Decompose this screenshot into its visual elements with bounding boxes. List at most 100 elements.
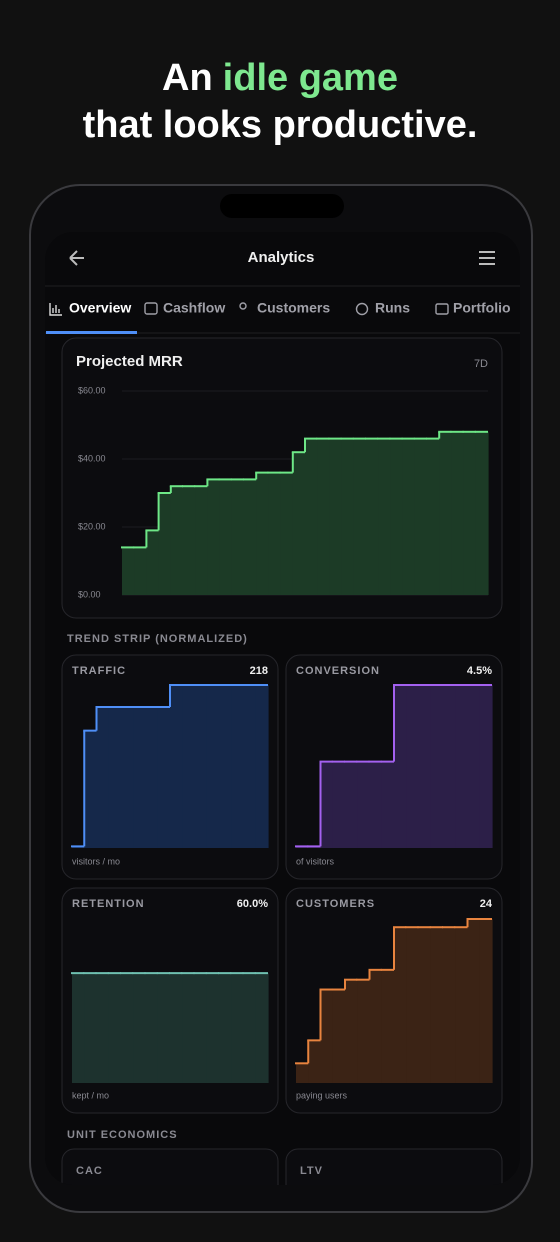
area-step: [182, 973, 196, 1083]
area-step: [341, 438, 355, 595]
area-step: [170, 685, 183, 848]
area-step: [145, 707, 159, 848]
area-step: [84, 730, 98, 848]
area-step: [443, 927, 456, 1083]
area-step: [369, 761, 383, 848]
area-step: [320, 761, 334, 848]
area-step: [467, 919, 481, 1083]
area-step: [231, 973, 245, 1083]
area-step: [219, 479, 233, 595]
card-title: TRAFFIC: [72, 665, 126, 677]
area-step: [414, 438, 428, 595]
area-step: [305, 438, 318, 595]
area-step: [430, 685, 444, 848]
area-step: [402, 438, 416, 595]
area-step: [455, 927, 469, 1083]
app-title: Analytics: [248, 249, 315, 266]
area-step: [219, 973, 232, 1083]
tab[interactable]: Customers: [257, 300, 330, 316]
area-step: [463, 431, 477, 595]
area-step: [406, 685, 420, 848]
area-step: [157, 973, 171, 1083]
area-step: [157, 707, 171, 848]
area-step: [194, 685, 208, 848]
area-step: [255, 973, 269, 1083]
section-label: TREND STRIP (NORMALIZED): [67, 633, 248, 645]
area-step: [479, 919, 493, 1083]
headline: An idle game: [162, 57, 398, 99]
area-step: [96, 707, 110, 848]
area-step: [145, 973, 159, 1083]
y-tick-label: $20.00: [78, 521, 106, 531]
metric-value: 60.0%: [237, 898, 268, 910]
area-step: [353, 438, 367, 595]
tab[interactable]: Runs: [375, 300, 410, 316]
area-step: [394, 685, 407, 848]
tab-icon: [435, 303, 449, 315]
metric-value: 24: [480, 898, 493, 910]
area-step: [183, 486, 196, 595]
area-step: [122, 547, 135, 595]
area-step: [134, 547, 147, 595]
area-step: [96, 973, 110, 1083]
area-step: [170, 486, 184, 595]
section-label: UNIT ECONOMICS: [67, 1129, 178, 1141]
area-step: [280, 472, 294, 595]
area-step: [381, 761, 395, 848]
area-step: [381, 969, 395, 1083]
area-step: [308, 1040, 322, 1083]
card-title: CONVERSION: [296, 665, 380, 677]
area-step: [231, 479, 245, 595]
area-step: [320, 989, 334, 1083]
card-caption: of visitors: [296, 856, 335, 866]
area-step: [475, 431, 489, 595]
area-step: [378, 438, 391, 595]
area-step: [182, 685, 196, 848]
headline-highlight: idle game: [223, 57, 398, 99]
area-step: [296, 1063, 309, 1083]
area-step: [206, 685, 220, 848]
tab[interactable]: Cashflow: [163, 300, 225, 316]
tab[interactable]: Overview: [69, 300, 131, 316]
area-step: [292, 452, 306, 595]
area-step: [439, 431, 452, 595]
tab[interactable]: Portfolio: [453, 300, 511, 316]
back-button[interactable]: [69, 250, 84, 266]
card: [285, 1148, 503, 1185]
card-caption: visitors / mo: [72, 856, 120, 866]
area-step: [369, 969, 383, 1083]
area-step: [451, 431, 465, 595]
area-step: [332, 989, 346, 1083]
area-step: [146, 530, 160, 595]
area-step: [121, 973, 134, 1083]
menu-button[interactable]: [479, 251, 495, 265]
area-step: [206, 973, 220, 1083]
tab-icon: [49, 303, 62, 316]
area-step: [329, 438, 343, 595]
headline-text: that looks productive.: [83, 104, 478, 146]
area-step: [357, 979, 371, 1083]
y-tick-label: $60.00: [78, 385, 106, 395]
area-step: [345, 761, 358, 848]
card-title: LTV: [300, 1165, 323, 1177]
area-step: [268, 472, 282, 595]
area-step: [108, 707, 122, 848]
range-label: 7D: [474, 358, 488, 370]
tab-icon: [144, 302, 158, 315]
area-step: [443, 685, 456, 848]
area-step: [357, 761, 371, 848]
card-title: CUSTOMERS: [296, 898, 375, 910]
area-step: [108, 973, 122, 1083]
area-step: [133, 973, 147, 1083]
area-step: [231, 685, 245, 848]
headline-text: An: [162, 57, 213, 99]
area-step: [345, 979, 358, 1083]
area-step: [467, 685, 481, 848]
area-step: [72, 973, 85, 1083]
active-tab-indicator: [46, 331, 137, 334]
card-caption: kept / mo: [72, 1090, 109, 1100]
card-title: Projected MRR: [76, 353, 183, 370]
area-step: [317, 438, 330, 595]
